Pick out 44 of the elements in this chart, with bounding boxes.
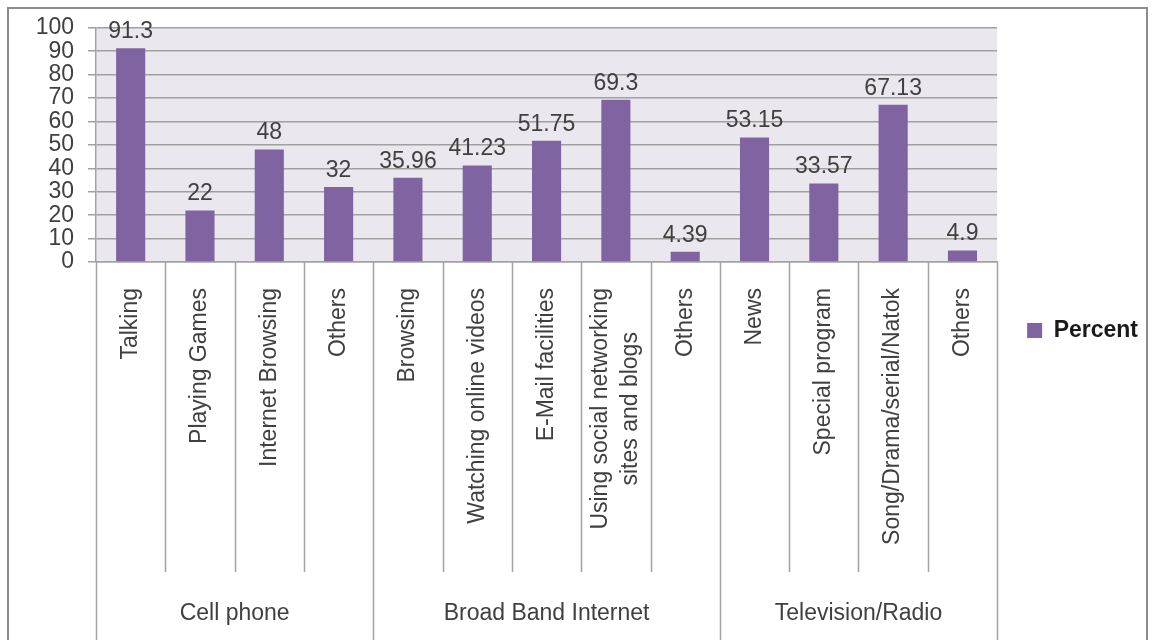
x-tick-label: Playing Games [185,287,212,444]
x-tick-label: Special program [809,288,836,456]
bar [185,210,215,262]
data-label: 53.15 [725,106,784,133]
x-tick-label: Watching online videos [462,288,489,524]
x-tick-label: E-Mail facilities [531,287,558,442]
data-label: 32 [325,155,352,182]
bar [116,48,146,262]
data-label: 41.23 [448,134,507,161]
y-tick-label: 0 [61,247,74,274]
legend-label: Percent [1053,315,1139,342]
bar [878,104,908,262]
x-tick-label: News [739,288,766,346]
x-tick-label: Browsing [393,287,420,383]
bar [601,99,631,262]
data-label: 48 [256,118,283,145]
bar [809,183,839,262]
data-label: 4.9 [946,219,979,246]
bar [739,137,770,262]
bar [324,187,354,262]
data-label: 22 [187,179,213,206]
bar [254,149,284,262]
bar [462,165,492,262]
bar [532,140,562,262]
x-tick-label: Others [670,288,697,358]
x-tick-label: Others [323,288,350,358]
data-label: 35.96 [379,146,437,173]
text: Television/Radio [774,599,943,626]
bar [393,177,423,262]
data-label: 51.75 [517,109,576,136]
text: Broad Band Internet [443,599,651,626]
data-label: 33.57 [795,152,853,179]
data-label: 69.3 [593,68,639,95]
bar [670,251,700,262]
data-label: 91.3 [108,17,154,44]
data-label: 67.13 [864,73,922,100]
data-label: 4.39 [662,220,708,247]
x-tick-label: Talking [116,287,142,360]
x-tick-label: Using social networking sites and blogs [586,287,643,530]
bar [947,250,978,262]
text: Cell phone [179,599,290,626]
x-tick-label: Others [947,288,974,358]
x-tick-label: Internet Browsing [254,288,281,467]
x-tick-label: Song/Drama/serial/Natok [878,287,905,545]
